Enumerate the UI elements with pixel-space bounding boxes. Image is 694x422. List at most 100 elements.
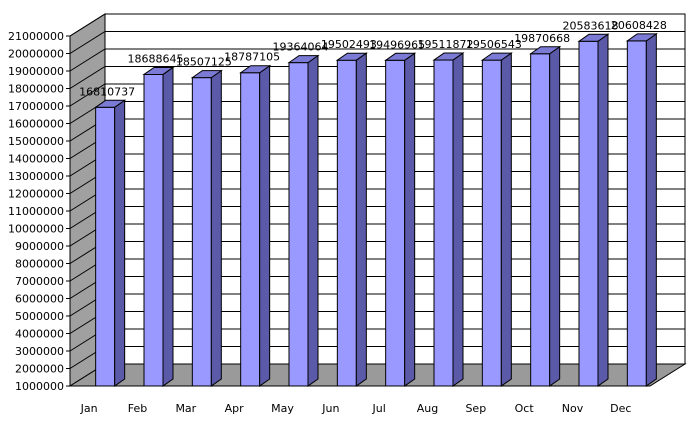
bar-side — [452, 52, 464, 387]
y-tick-label: 5000000 — [15, 310, 64, 323]
y-tick-label: 8000000 — [15, 258, 64, 271]
data-labels: 16810737 18688645185071251878710519364064… — [79, 19, 667, 98]
data-label: 20583618 — [563, 19, 619, 32]
x-tick-label: Jul — [372, 402, 386, 415]
bar-top — [529, 46, 562, 55]
bar — [190, 69, 223, 387]
x-tick-label: Aug — [417, 402, 438, 415]
x-tick-label: Nov — [562, 402, 584, 415]
y-tick-label: 16000000 — [8, 118, 64, 131]
y-tick-label: 13000000 — [8, 170, 64, 183]
bar-side — [597, 33, 609, 387]
bar-top — [384, 52, 417, 61]
y-tick-label: 9000000 — [15, 240, 64, 253]
x-tick-label: Mar — [175, 402, 196, 415]
y-tick-label: 15000000 — [8, 135, 64, 148]
bar — [384, 52, 417, 387]
bar — [529, 45, 562, 387]
bar-front — [578, 40, 599, 387]
bar-top — [480, 52, 513, 61]
data-label: 19496965 — [369, 38, 425, 51]
data-label: 19506543 — [466, 38, 522, 51]
bar-front — [481, 59, 502, 387]
bar — [625, 32, 658, 387]
y-tick-label: 7000000 — [15, 275, 64, 288]
x-tick-label: Sep — [465, 402, 486, 415]
y-tick-label: 3000000 — [15, 345, 64, 358]
bar-front — [626, 40, 647, 387]
y-tick-label: 21000000 — [8, 30, 64, 43]
bar-side — [307, 54, 319, 387]
y-tick-label: 20000000 — [8, 48, 64, 61]
y-tick-label: 18000000 — [8, 83, 64, 96]
bar-top — [142, 66, 175, 75]
y-tick-label: 4000000 — [15, 328, 64, 341]
y-tick-label: 1000000 — [15, 380, 64, 393]
bar-front — [191, 77, 212, 387]
bar-front — [336, 59, 357, 387]
bar — [480, 52, 513, 387]
bar — [287, 54, 320, 387]
x-tick-label: Jan — [80, 402, 98, 415]
bar-side — [355, 52, 367, 387]
bars — [94, 32, 658, 387]
bar — [142, 66, 175, 387]
bar — [239, 64, 272, 387]
y-tick-label: 10000000 — [8, 223, 64, 236]
y-tick-label: 2000000 — [15, 363, 64, 376]
y-tick-label: 14000000 — [8, 153, 64, 166]
y-axis-tick-labels: 1000000 2000000 3000000 4000000 5000000 60000… — [8, 30, 71, 393]
bar-side — [162, 66, 174, 387]
bar-side — [210, 69, 222, 387]
bar-side — [500, 52, 512, 387]
bar-front — [288, 62, 309, 387]
bar-top — [432, 52, 465, 61]
bar-side — [259, 64, 271, 387]
x-tick-label: Jun — [321, 402, 339, 415]
bar-top — [287, 55, 320, 64]
bar-top — [94, 99, 127, 108]
x-tick-label: Oct — [515, 402, 535, 415]
bar-front — [95, 106, 116, 387]
data-label: 19511872 — [418, 38, 474, 51]
bar-side — [645, 32, 657, 387]
bar-top — [190, 70, 223, 79]
bar-front — [433, 59, 454, 387]
bar-top — [577, 33, 610, 42]
gridline — [69, 31, 685, 54]
bar-side — [404, 52, 416, 387]
gridline — [69, 13, 685, 37]
x-tick-label: Feb — [128, 402, 147, 415]
bar — [577, 33, 610, 387]
y-tick-label: 17000000 — [8, 100, 64, 113]
y-tick-label: 11000000 — [8, 205, 64, 218]
data-label: 18507125 — [176, 56, 232, 69]
data-label: 19502493 — [321, 38, 377, 51]
gridline — [69, 48, 685, 72]
x-tick-label: May — [271, 402, 294, 415]
y-tick-label: 6000000 — [15, 293, 64, 306]
bar — [335, 52, 368, 387]
bar-top — [239, 65, 272, 74]
x-axis-tick-labels: Jan Feb Mar Apr May Jun Jul Aug Sep Oct Nov Dec — [80, 402, 632, 415]
data-label: 19870668 — [514, 32, 570, 45]
bar — [94, 99, 127, 387]
bar — [432, 52, 465, 387]
y-tick-label: 12000000 — [8, 188, 64, 201]
bar-front — [143, 73, 164, 387]
bar-front — [240, 72, 261, 387]
x-tick-label: Dec — [610, 402, 631, 415]
x-tick-label: Apr — [225, 402, 245, 415]
bar-top — [625, 33, 658, 42]
data-label: 18688645 — [128, 52, 184, 65]
data-label: 19364064 — [273, 41, 329, 54]
bar-top — [335, 52, 368, 61]
data-label: 16810737 — [79, 85, 135, 98]
bar-front — [385, 59, 406, 387]
bar-side — [549, 45, 561, 387]
data-label: 20608428 — [611, 19, 667, 32]
bar-front — [530, 53, 551, 387]
data-label: 18787105 — [224, 51, 280, 64]
